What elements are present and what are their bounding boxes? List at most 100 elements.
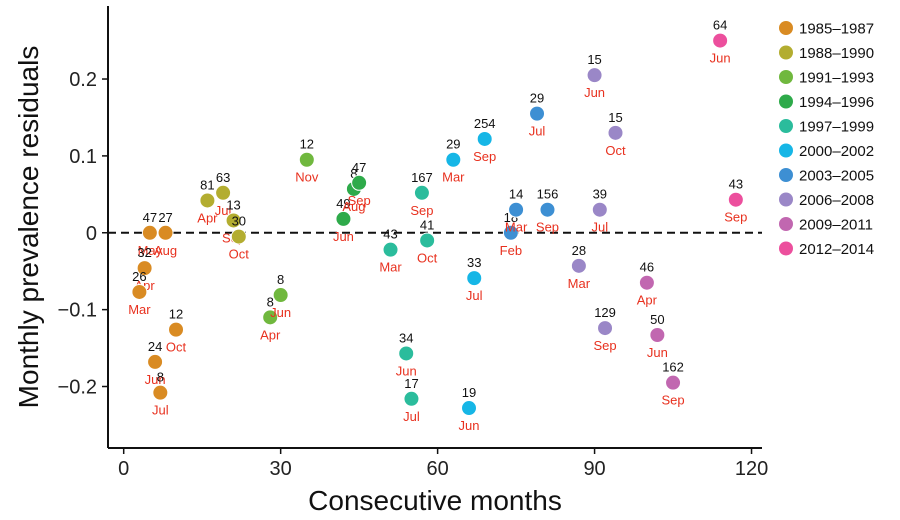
x-tick-label: 30 [270,458,292,480]
data-point [262,309,279,326]
data-point [570,257,587,274]
point-month-label: Jun [270,305,291,320]
point-month-label: Mar [568,276,591,291]
point-month-label: Jul [403,409,420,424]
point-month-label: Aug [154,243,177,258]
data-point [591,201,608,218]
legend-swatch [779,143,793,158]
legend-label: 2000–2002 [799,143,874,160]
point-month-label: Jun [584,85,605,100]
point-count-label: 34 [399,330,413,345]
point-count-label: 8 [350,166,357,181]
legend-swatch [779,70,793,84]
point-month-label: Jul [215,203,232,218]
legend: 1985–1987 1988–1990 1991–1993 1994–1996 1997… [779,21,874,258]
point-month-label: Jun [710,51,731,66]
data-point [529,105,546,122]
point-count-label: 64 [713,18,727,33]
point-count-label: 129 [594,305,616,320]
point-month-label: Sep [661,393,684,408]
data-point [398,345,415,362]
y-tick-label: −0.2 [58,377,97,399]
point-count-label: 19 [462,385,476,400]
legend-swatch [779,241,793,256]
point-count-label: 46 [640,260,654,275]
point-count-label: 47 [352,160,366,175]
data-point [298,151,315,168]
data-point [586,67,603,84]
x-tick-label: 60 [426,458,448,480]
data-point [607,124,624,141]
point-month-label: Jun [145,372,166,387]
x-tick-label: 90 [583,458,605,480]
point-count-label: 41 [420,217,434,232]
legend-label: 2006–2008 [799,192,874,209]
legend-swatch [779,217,793,231]
data-point [638,274,655,291]
legend-label: 1985–1987 [799,21,874,38]
data-point [649,327,666,344]
point-count-label: 43 [729,177,743,192]
point-month-label: Aug [342,199,365,214]
data-point [508,201,525,218]
point-count-label: 14 [509,187,523,202]
point-count-label: 17 [404,376,418,391]
point-month-label: Apr [260,327,281,342]
legend-swatch [779,168,793,182]
data-point [539,201,556,218]
data-point [382,241,399,258]
data-point [665,374,682,391]
point-count-label: 50 [650,312,664,327]
point-month-label: Mar [505,220,528,235]
point-month-label: Sep [473,149,496,164]
data-point [712,32,729,49]
data-point [727,191,744,208]
data-point [168,321,185,338]
point-count-label: 29 [446,137,460,152]
legend-swatch [779,192,793,207]
data-point [157,224,174,241]
data-point [230,228,247,245]
data-point [466,270,483,287]
point-month-label: Sep [410,203,433,218]
point-count-label: 30 [232,214,246,229]
x-tick-label: 120 [735,458,768,480]
legend-label: 2009–2011 [799,217,873,234]
point-month-label: Mar [128,302,151,317]
point-month-label: Jul [591,220,608,235]
data-point [461,400,478,417]
data-point [131,283,148,300]
legend-swatch [779,94,793,109]
legend-swatch [779,21,793,35]
data-point [476,130,493,147]
point-count-label: 8 [277,272,284,287]
point-month-label: Jul [152,403,169,418]
x-tick-label: 0 [118,458,129,480]
point-month-label: Nov [295,170,319,185]
point-count-label: 13 [226,197,240,212]
point-count-label: 49 [336,196,350,211]
point-month-label: Feb [500,243,522,258]
point-count-label: 15 [587,52,601,67]
legend-label: 1994–1996 [799,94,874,111]
data-point [597,320,614,337]
point-count-label: 12 [169,307,183,322]
point-month-label: Sep [593,338,616,353]
point-count-label: 156 [537,187,559,202]
data-point [225,212,242,229]
point-month-label: Jun [647,345,668,360]
point-count-label: 27 [158,210,172,225]
point-month-label: Mar [442,170,465,185]
point-month-label: Mar [379,260,402,275]
data-point [419,232,436,249]
data-point [152,384,169,401]
point-month-label: Apr [197,210,218,225]
point-month-label: Oct [229,247,250,262]
point-month-label: Jul [529,124,546,139]
plot-area: 0 30 60 90 120−0.2−0.100.10.247May27Aug32Apr… [58,6,768,480]
data-point [272,287,289,304]
point-count-label: 32 [137,245,151,260]
point-month-label: Oct [166,340,187,355]
point-month-label: Jun [459,418,480,433]
point-month-label: Sep [536,220,559,235]
